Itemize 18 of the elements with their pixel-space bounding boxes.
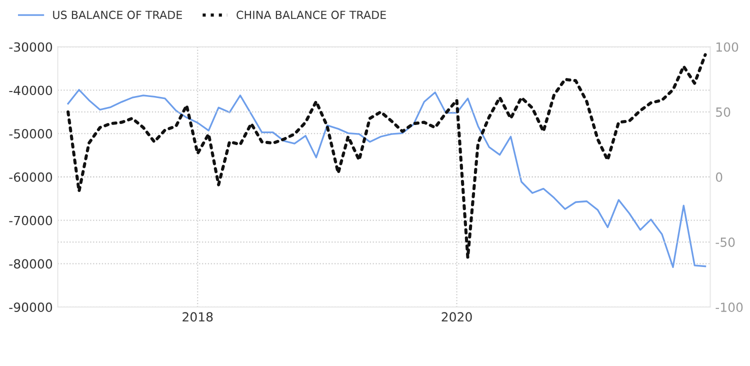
y2-tick-label: 50 bbox=[716, 107, 730, 117]
line-series bbox=[66, 53, 707, 260]
legend-label: CHINA BALANCE OF TRADE bbox=[236, 10, 386, 20]
y-tick-label: -70000 bbox=[9, 216, 52, 226]
line-series bbox=[67, 88, 706, 268]
y-tick-label: -40000 bbox=[9, 86, 52, 96]
y2-tick-label: -50 bbox=[716, 237, 735, 247]
y-tick-label: -30000 bbox=[9, 42, 52, 52]
y-tick-label: -60000 bbox=[9, 172, 52, 182]
y-tick-label: -90000 bbox=[9, 302, 52, 312]
x-tick-label: 2018 bbox=[182, 312, 213, 322]
y-tick-label: -80000 bbox=[9, 259, 52, 269]
x-tick-label: 2020 bbox=[442, 312, 472, 322]
y2-tick-label: 100 bbox=[716, 42, 738, 52]
legend-label: US BALANCE OF TRADE bbox=[53, 10, 182, 20]
y-tick-label: -50000 bbox=[9, 129, 52, 139]
y2-tick-label: -100 bbox=[716, 302, 743, 312]
y2-tick-label: 0 bbox=[716, 172, 722, 182]
